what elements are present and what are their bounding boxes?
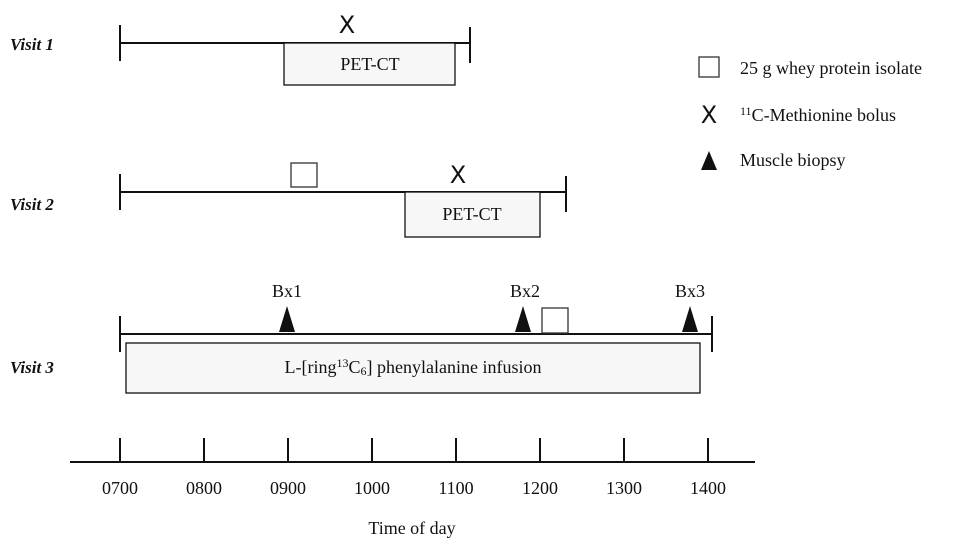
- text-run: C: [349, 357, 361, 377]
- biopsy-label: Bx3: [675, 281, 705, 301]
- biopsy-marker: [682, 306, 698, 332]
- supscript: 11: [740, 104, 752, 118]
- tick-label: 0900: [270, 478, 306, 498]
- pet-ct-box: [404, 191, 541, 238]
- pet-ct-box: [283, 42, 456, 86]
- axis-ticks: 0700 0800 0900 1000 1100 1200 1300 1400: [102, 438, 726, 498]
- tick-label: 1300: [606, 478, 642, 498]
- whey-marker: [290, 162, 318, 188]
- biopsy-label: Bx1: [272, 281, 302, 301]
- text-run: C-Methionine bolus: [752, 105, 897, 125]
- biopsy-marker: [515, 306, 531, 332]
- biopsy-marker: [279, 306, 295, 332]
- legend-text: 11C-Methionine bolus: [740, 104, 896, 125]
- infusion-box: [125, 342, 701, 394]
- tick-label: 0700: [102, 478, 138, 498]
- visit-label: Visit 1: [10, 35, 54, 54]
- methionine-marker: X: [450, 161, 466, 189]
- visit-label: Visit 2: [10, 195, 54, 214]
- legend-x: X: [701, 101, 717, 129]
- axis-label: Time of day: [368, 518, 455, 538]
- tick-label: 1400: [690, 478, 726, 498]
- subscript: 6: [361, 364, 367, 378]
- supscript: 13: [337, 356, 349, 370]
- tick-label: 1200: [522, 478, 558, 498]
- text-run: ] phenylalanine infusion: [367, 357, 542, 377]
- biopsy-label: Bx2: [510, 281, 540, 301]
- legend-text: Muscle biopsy: [740, 150, 846, 170]
- legend-square: [698, 56, 720, 78]
- whey-marker: [541, 307, 569, 334]
- text-run: L-[ring: [285, 357, 337, 377]
- box-label: PET-CT: [442, 204, 501, 224]
- tick-label: 1000: [354, 478, 390, 498]
- tick-label: 1100: [438, 478, 473, 498]
- box-label: L-[ring13C6] phenylalanine infusion: [285, 356, 542, 378]
- legend-text: 25 g whey protein isolate: [740, 58, 922, 78]
- legend-triangle: [701, 151, 717, 170]
- visit-label: Visit 3: [10, 358, 54, 377]
- box-label: PET-CT: [340, 54, 399, 74]
- methionine-marker: X: [339, 11, 355, 39]
- tick-label: 0800: [186, 478, 222, 498]
